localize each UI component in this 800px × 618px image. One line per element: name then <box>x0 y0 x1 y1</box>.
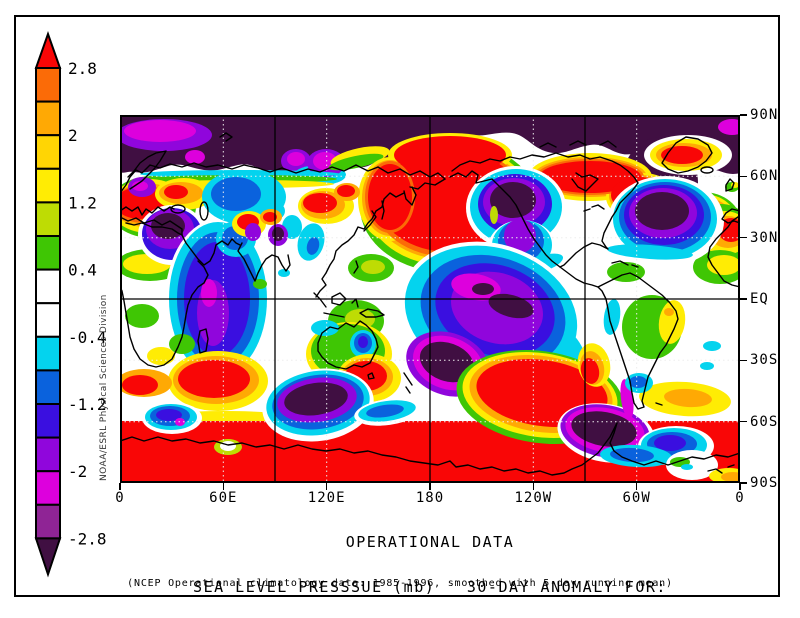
y-axis-tick <box>740 236 747 239</box>
x-axis-label: 0 <box>115 490 125 506</box>
colorbar-tick-label: -1.2 <box>68 395 107 414</box>
x-axis-label: 0 <box>735 490 745 506</box>
y-axis-label: EQ <box>750 291 769 307</box>
colorbar-segment <box>35 167 61 204</box>
x-axis-tick <box>222 483 225 490</box>
colorbar-tick-label: -0.4 <box>68 328 107 347</box>
colorbar: 2.8 2 1.2 0.4 -0.4 -1.2 -2 -2.8 <box>34 30 107 578</box>
y-axis-tick <box>740 175 747 178</box>
colorbar-tick-label: 1.2 <box>68 193 97 212</box>
y-axis-tick <box>740 482 747 484</box>
colorbar-tick-label: -2.8 <box>68 529 107 548</box>
colorbar-tick-label: 0.4 <box>68 261 97 280</box>
watermark-noaa-esrl: NOAA/ESRL Physical Sciences Division <box>99 294 109 481</box>
colorbar-segment <box>35 134 61 170</box>
coastlines <box>119 132 741 476</box>
plot-title: OPERATIONAL DATA SEA LEVEL PRESSSUE (mb)… <box>115 505 745 618</box>
y-axis-tick <box>740 420 747 423</box>
colorbar-segment <box>35 67 61 103</box>
title-line-1: OPERATIONAL DATA <box>345 533 515 551</box>
colorbar-tick-label: 2.8 <box>68 59 97 78</box>
colorbar-segment <box>35 302 61 338</box>
outer-border <box>14 15 780 597</box>
x-axis-tick <box>429 483 431 490</box>
title-line-2: SEA LEVEL PRESSSUE (mb) 30-DAY ANOMALY F… <box>193 578 667 596</box>
colorbar-under-arrow <box>34 537 62 578</box>
y-axis-label: 90S <box>750 475 779 491</box>
y-axis-label: 30S <box>750 352 779 369</box>
colorbar-tick-label: 2 <box>68 126 78 145</box>
y-axis-label: 60N <box>750 168 779 185</box>
colorbar-segment <box>35 369 61 405</box>
x-axis-label: 180 <box>415 490 445 506</box>
x-axis-label: 120W <box>514 490 553 506</box>
colorbar-segment <box>35 335 61 372</box>
y-axis-tick <box>740 114 747 116</box>
x-axis-tick <box>325 483 328 490</box>
colorbar-over-arrow <box>34 30 62 69</box>
y-axis-label: 60S <box>750 413 779 430</box>
x-axis-label: 120E <box>307 490 346 506</box>
x-axis-tick <box>739 483 741 490</box>
colorbar-segment <box>35 503 61 540</box>
colorbar-tick-label: -2 <box>68 462 87 481</box>
x-axis-tick <box>532 483 535 490</box>
y-axis-label: 30N <box>750 229 779 246</box>
map-area <box>108 115 752 484</box>
x-axis-tick <box>119 483 121 490</box>
y-axis-tick <box>740 359 747 362</box>
colorbar-segment <box>35 436 61 473</box>
colorbar-segment <box>35 235 61 271</box>
x-axis-label: 60E <box>209 490 238 506</box>
y-axis-label: 90N <box>750 107 779 123</box>
world-map-svg <box>108 115 752 484</box>
caption: (NCEP Operational climatology data: 1985… <box>127 578 673 589</box>
colorbar-segment <box>35 403 61 439</box>
x-axis-label: 60W <box>622 490 651 506</box>
y-axis-tick <box>740 298 747 300</box>
x-axis-tick <box>635 483 638 490</box>
colorbar-segment <box>35 268 61 305</box>
colorbar-segment <box>35 201 61 237</box>
colorbar-segment <box>35 470 61 506</box>
colorbar-segment <box>35 100 61 137</box>
